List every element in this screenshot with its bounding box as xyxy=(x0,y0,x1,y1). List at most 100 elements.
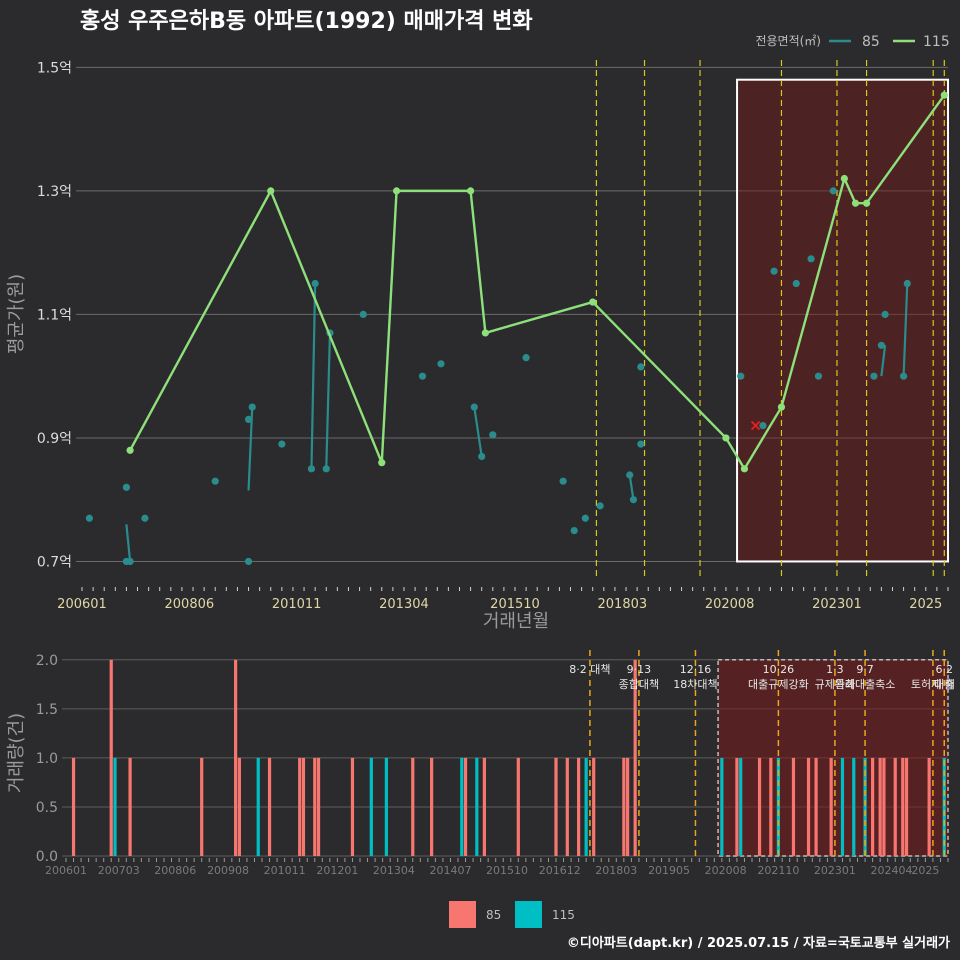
volume-x-tick-label: 201407 xyxy=(429,864,471,877)
volume-bar-85 xyxy=(735,757,739,856)
series-85-point xyxy=(559,477,567,485)
volume-highlight-box xyxy=(717,659,949,857)
series-85-point xyxy=(311,279,319,288)
volume-bar-85 xyxy=(927,757,931,856)
volume-bar-85 xyxy=(757,757,762,856)
volume-bar-85 xyxy=(791,757,796,856)
series-85-point xyxy=(437,360,445,368)
series-85-point xyxy=(881,310,889,319)
series-85-point xyxy=(248,403,256,411)
series-85-point xyxy=(570,526,578,535)
series-85-point xyxy=(244,557,253,566)
volume-bar-115 xyxy=(840,757,845,856)
series-85-point xyxy=(829,187,837,195)
series-85-segment xyxy=(125,524,132,562)
series-85-point xyxy=(522,354,530,362)
chart-title: 홍성 우주은하B동 아파트(1992) 매매가격 변화 xyxy=(80,9,533,34)
series-85-point xyxy=(877,341,885,349)
series-85-segment xyxy=(628,474,635,500)
volume-bar-85 xyxy=(71,757,76,856)
policy-label: 특례대출축소 xyxy=(835,678,896,691)
price-x-tick-label: 202008 xyxy=(705,597,755,612)
price-chart-y-ticks: 0.7억 0.9억 1.1억 1.3억 1.5억 xyxy=(37,60,72,570)
volume-bar-115 xyxy=(584,757,588,856)
series-115-point xyxy=(267,187,275,195)
price-y-tick-label: 1.3억 xyxy=(37,184,72,200)
volume-x-tick-label: 202404 xyxy=(870,864,912,877)
series-85-point xyxy=(770,267,778,275)
volume-bar-85 xyxy=(313,757,317,856)
series-85-point xyxy=(899,372,908,380)
series-85-point xyxy=(126,557,134,566)
price-x-tick-label: 200601 xyxy=(57,597,107,612)
policy-label: 규제완화 xyxy=(815,678,855,691)
volume-bar-85 xyxy=(411,757,415,856)
volume-bar-85 xyxy=(298,757,302,856)
volume-bar-85 xyxy=(901,757,905,856)
volume-bar-115 xyxy=(852,757,856,856)
policy-label: 8·2 대책 xyxy=(569,663,610,676)
series-115-point xyxy=(777,403,786,411)
volume-x-tick-label: 200806 xyxy=(154,864,196,877)
price-chart-y-axis-title: 평균가(원) xyxy=(6,274,27,354)
volume-bar-85 xyxy=(829,757,833,856)
volume-chart-x-ticks: 200601 200703 200806 200908 201011 201201 2013… xyxy=(45,864,939,877)
volume-y-tick-label: 1.5 xyxy=(36,702,58,718)
volume-bar-85 xyxy=(769,757,773,856)
volume-bar-85 xyxy=(128,757,132,856)
volume-bar-115 xyxy=(369,757,373,856)
volume-bar-85 xyxy=(267,757,272,856)
volume-bar-115 xyxy=(739,757,743,856)
price-x-tick-label: 201510 xyxy=(490,597,540,612)
series-85-point xyxy=(141,514,149,522)
volume-bar-85 xyxy=(622,757,626,856)
price-y-tick-label: 1.5억 xyxy=(37,60,72,76)
policy-label: 10·26 xyxy=(763,663,795,676)
volume-x-tick-label: 200601 xyxy=(45,864,87,877)
price-x-tick-label: 201011 xyxy=(272,597,322,612)
price-highlight-box xyxy=(736,78,949,563)
volume-bar-85 xyxy=(234,659,238,856)
volume-x-tick-label: 201612 xyxy=(539,864,581,877)
volume-bar-115 xyxy=(942,757,946,856)
volume-bar-85 xyxy=(554,757,558,856)
volume-x-tick-label: 201011 xyxy=(264,864,306,877)
series-85-point xyxy=(629,496,638,504)
volume-bar-115 xyxy=(113,757,117,856)
volume-bar-85 xyxy=(878,757,882,856)
volume-chart-legend: 85 115 xyxy=(449,901,575,928)
volume-chart-y-axis-title: 거래량(건) xyxy=(6,713,27,793)
volume-bar-85 xyxy=(626,757,630,856)
series-85-point xyxy=(596,502,604,510)
series-85-segment xyxy=(473,406,483,457)
legend-label-85-bar: 85 xyxy=(486,908,501,922)
series-115-point xyxy=(589,298,597,306)
volume-x-tick-label: 2025 xyxy=(911,864,939,877)
volume-bar-85 xyxy=(592,757,596,856)
price-y-tick-label: 0.9억 xyxy=(37,431,72,447)
volume-bar-85 xyxy=(577,757,581,856)
series-85-point xyxy=(418,372,427,380)
series-85-point xyxy=(814,372,823,380)
policy-label: 토허제 해 xyxy=(911,677,955,691)
volume-y-tick-label: 0.5 xyxy=(36,800,58,816)
volume-bar-85 xyxy=(316,757,321,856)
volume-x-tick-label: 202301 xyxy=(814,864,856,877)
volume-bar-85 xyxy=(633,659,637,856)
volume-bar-85 xyxy=(806,757,811,856)
series-85-point xyxy=(122,483,131,491)
volume-x-tick-label: 200703 xyxy=(98,864,140,877)
series-115-line xyxy=(129,94,946,471)
series-85-point xyxy=(759,421,767,430)
price-chart-legend: 전용면적(㎡) 85 115 xyxy=(755,34,949,50)
price-x-tick-label: 201803 xyxy=(598,597,648,612)
volume-y-tick-label: 0.0 xyxy=(36,849,58,865)
policy-label: 9·13 xyxy=(627,663,652,676)
series-85-point xyxy=(211,477,219,485)
volume-bar-115 xyxy=(460,757,464,856)
series-85-point xyxy=(903,279,911,288)
volume-chart-highlight-region xyxy=(717,659,949,857)
legend-label-115: 115 xyxy=(923,34,950,50)
price-x-tick-label: 202301 xyxy=(812,597,862,612)
series-85-point xyxy=(322,465,330,473)
